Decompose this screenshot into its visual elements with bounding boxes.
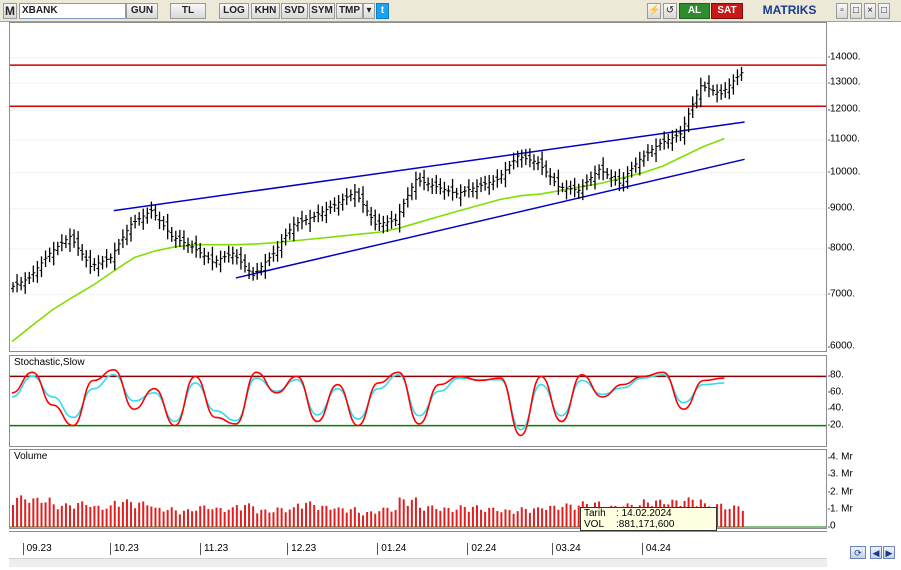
stochastic-title: Stochastic,Slow	[13, 357, 86, 368]
khn-button[interactable]: KHN	[251, 3, 280, 19]
axis-tick-label: 2. Mr	[828, 486, 853, 498]
axis-tick-label: 0	[828, 520, 836, 532]
date-tick-label: 03.24	[551, 543, 581, 555]
stochastic-axis: 80. 60. 40. 20.	[828, 355, 891, 447]
tooltip-date-value: : 14.02.2024	[616, 508, 672, 519]
axis-tick-label: 9000.	[827, 202, 856, 214]
buy-button[interactable]: AL	[679, 3, 710, 19]
chevron-down-icon[interactable]: ▾	[363, 3, 375, 19]
tooltip-volume-value: :881,171,600	[616, 519, 675, 530]
axis-tick-label: 7000.	[827, 288, 856, 300]
date-axis: 09.23 10.23 11.23 12.23 01.24 02.24 03.24 04.24	[9, 531, 827, 557]
axis-tick-label: 80.	[828, 369, 844, 381]
chart-toolbar: M XBANK GUN TL LOG KHN SVD SYM TMP ▾ t ⚡…	[0, 0, 901, 22]
tooltip-volume-key: VOL	[584, 519, 605, 530]
date-tick-label: 04.24	[641, 543, 671, 555]
axis-tick-label: 20.	[828, 419, 844, 431]
log-scale-button[interactable]: LOG	[219, 3, 249, 19]
minimize-icon[interactable]: ▫	[836, 3, 848, 19]
axis-tick-label: 13000.	[828, 76, 861, 88]
date-tick-label: 01.24	[377, 543, 406, 555]
moving-average-line	[11, 137, 725, 343]
date-tick-label: 11.23	[199, 543, 228, 555]
axis-tick-label: 12000.	[828, 103, 861, 115]
channel-lower-line	[235, 158, 745, 279]
restore-icon[interactable]: □	[878, 3, 890, 19]
sync-icon[interactable]: ⟳	[850, 546, 866, 559]
symbol-field[interactable]: XBANK	[19, 3, 126, 19]
axis-tick-label: 60.	[828, 386, 844, 398]
twitter-icon[interactable]: t	[376, 3, 389, 19]
sym-button[interactable]: SYM	[309, 3, 335, 19]
chart-navigation: ⟳ ◀ ▶	[848, 542, 898, 566]
axis-tick-label: 1. Mr	[828, 503, 853, 515]
refresh-icon[interactable]: ↺	[663, 3, 677, 19]
volume-axis: 4. Mr 3. Mr 2. Mr 1. Mr 0	[828, 449, 891, 532]
date-tick-label: 09.23	[22, 543, 52, 555]
data-tooltip: Tarih : 14.02.2024 VOL :881,171,600	[580, 507, 717, 531]
axis-tick-label: 4. Mr	[828, 451, 853, 463]
flash-icon[interactable]: ⚡	[647, 3, 661, 19]
sell-button[interactable]: SAT	[711, 3, 743, 19]
date-tick-label: 02.24	[467, 543, 496, 555]
volume-title: Volume	[13, 451, 49, 462]
currency-button[interactable]: TL	[170, 3, 206, 19]
matriks-logo: MATRIKS	[757, 3, 822, 19]
axis-tick-label: 8000.	[827, 242, 856, 254]
axis-tick-label: 3. Mr	[828, 468, 853, 480]
period-button[interactable]: GUN	[126, 3, 158, 19]
axis-tick-label: 11000.	[828, 133, 860, 145]
tooltip-date-key: Tarih	[584, 508, 606, 519]
tmp-button[interactable]: TMP	[336, 3, 363, 19]
axis-tick-label: 40.	[828, 402, 844, 414]
horizontal-scrollbar[interactable]	[9, 558, 827, 567]
scroll-right-icon[interactable]: ▶	[883, 546, 895, 559]
scroll-left-icon[interactable]: ◀	[870, 546, 882, 559]
stochastic-panel[interactable]: Stochastic,Slow	[9, 355, 827, 447]
stochastic-canvas[interactable]	[10, 356, 827, 447]
date-tick-label: 12.23	[287, 543, 316, 555]
price-chart[interactable]	[9, 22, 827, 352]
close-icon[interactable]: ×	[864, 3, 876, 19]
stoch-k-line	[11, 369, 725, 437]
menu-button[interactable]: M	[3, 3, 17, 19]
price-axis: 14000. 13000. 12000. 11000. 10000. 9000. 8000.…	[827, 22, 891, 352]
channel-upper-line	[113, 121, 745, 212]
axis-tick-label: 14000.	[828, 51, 861, 63]
price-chart-canvas[interactable]	[10, 23, 827, 352]
axis-tick-label: 10000.	[828, 166, 861, 178]
date-tick-label: 10.23	[109, 543, 139, 555]
maximize-icon[interactable]: □	[850, 3, 862, 19]
svd-button[interactable]: SVD	[281, 3, 308, 19]
axis-tick-label: 6000.	[827, 340, 856, 352]
